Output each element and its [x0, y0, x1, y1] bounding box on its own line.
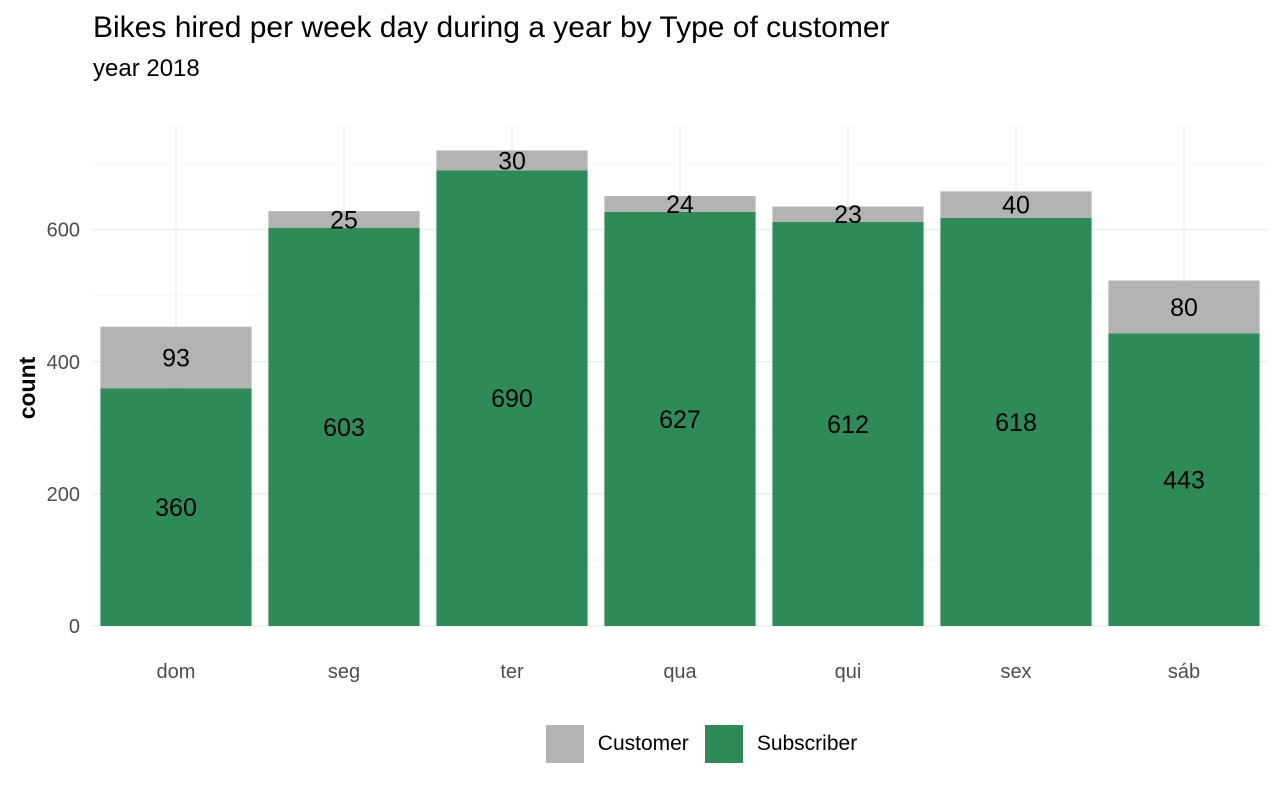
bars [100, 150, 1260, 627]
y-axis-ticks: 0 200 400 600 [47, 220, 80, 638]
x-tick-label: sáb [1168, 661, 1200, 683]
data-labels: 360 93 603 25 690 30 627 24 612 23 618 40 443 80 [155, 147, 1205, 522]
bar-subscriber [100, 388, 252, 626]
data-label-customer: 24 [666, 191, 694, 219]
y-axis-title: count [14, 356, 40, 419]
data-label-customer: 93 [162, 345, 190, 373]
data-label-customer: 40 [1002, 192, 1030, 220]
legend-key-customer [545, 725, 584, 763]
data-label-subscriber: 443 [1163, 467, 1205, 495]
data-label-subscriber: 603 [323, 414, 365, 442]
bar-subscriber [772, 221, 924, 627]
bar-customer [436, 150, 588, 171]
bar-subscriber [940, 217, 1092, 626]
data-label-subscriber: 360 [155, 494, 197, 522]
legend-item-customer: Customer [545, 725, 689, 763]
y-tick-label: 400 [47, 352, 80, 374]
legend-item-subscriber: Subscriber [704, 725, 858, 763]
x-tick-label: seg [328, 661, 360, 683]
data-label-customer: 30 [498, 147, 526, 175]
data-label-customer: 25 [330, 206, 358, 234]
x-axis-ticks: dom seg ter qua qui sex sáb [157, 661, 1201, 683]
bar-customer [772, 206, 924, 222]
y-tick-label: 600 [47, 220, 80, 242]
data-label-subscriber: 690 [491, 385, 533, 413]
legend-key-subscriber [704, 725, 743, 763]
chart-subtitle: year 2018 [93, 55, 200, 82]
y-tick-label: 0 [69, 616, 80, 638]
x-tick-label: qui [835, 661, 862, 683]
x-tick-label: ter [500, 661, 524, 683]
y-tick-label: 200 [47, 484, 80, 506]
data-label-subscriber: 618 [995, 409, 1037, 437]
data-label-customer: 23 [834, 201, 862, 229]
bar-subscriber [268, 227, 420, 626]
bar-customer [1108, 280, 1260, 334]
data-label-subscriber: 627 [659, 406, 701, 434]
bar-customer [940, 191, 1092, 218]
bar-subscriber [436, 170, 588, 626]
data-label-customer: 80 [1170, 294, 1198, 322]
legend: Customer Subscriber [0, 724, 1283, 764]
bar-customer [268, 211, 420, 228]
x-tick-label: qua [663, 661, 697, 683]
bar-customer [604, 196, 756, 212]
bar-subscriber [1108, 333, 1260, 626]
bar-chart: 360 93 603 25 690 30 627 24 612 23 618 40 443 80 0 200… [14, 125, 1268, 683]
chart-title: Bikes hired per week day during a year b… [93, 11, 890, 44]
x-tick-label: dom [157, 661, 196, 683]
bar-subscriber [604, 211, 756, 626]
bar-customer [100, 326, 252, 389]
data-label-subscriber: 612 [827, 411, 869, 439]
legend-label: Subscriber [756, 732, 858, 755]
x-tick-label: sex [1000, 661, 1031, 683]
legend-label: Customer [597, 732, 689, 755]
